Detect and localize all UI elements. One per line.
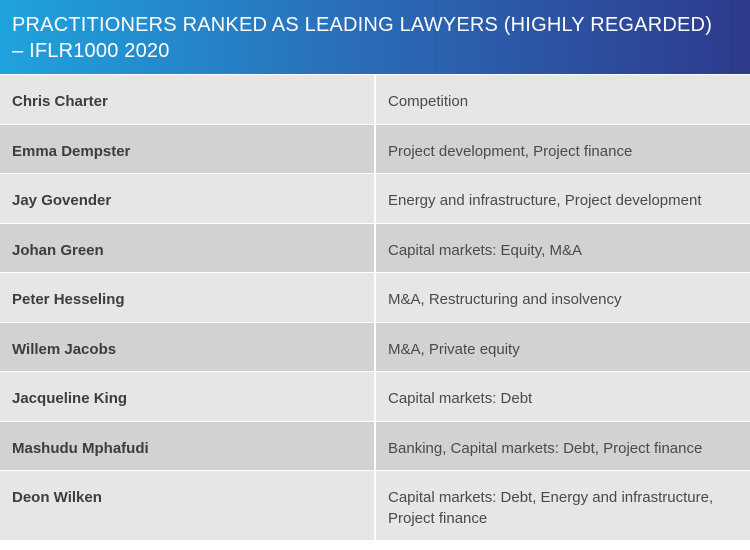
lawyer-name: Chris Charter: [0, 75, 374, 124]
practice-areas: Project development, Project finance: [376, 124, 750, 173]
practice-areas: Banking, Capital markets: Debt, Project …: [376, 421, 750, 470]
table-header: PRACTITIONERS RANKED AS LEADING LAWYERS …: [0, 0, 750, 74]
practice-areas: M&A, Private equity: [376, 322, 750, 371]
table-row: Willem Jacobs M&A, Private equity: [0, 321, 750, 371]
table-row: Jay Govender Energy and infrastructure, …: [0, 173, 750, 223]
lawyer-name: Willem Jacobs: [0, 322, 374, 371]
table-row: Chris Charter Competition: [0, 74, 750, 124]
table-row: Peter Hesseling M&A, Restructuring and i…: [0, 272, 750, 322]
lawyer-name: Jay Govender: [0, 174, 374, 223]
practice-areas: Competition: [376, 75, 750, 124]
practice-areas: Energy and infrastructure, Project devel…: [376, 174, 750, 223]
practice-areas: M&A, Restructuring and insolvency: [376, 273, 750, 322]
table-row: Johan Green Capital markets: Equity, M&A: [0, 222, 750, 272]
practice-areas: Capital markets: Debt: [376, 372, 750, 421]
table-title-line-2: – IFLR1000 2020: [12, 40, 170, 62]
table-row: Jacqueline King Capital markets: Debt: [0, 371, 750, 421]
lawyer-name: Mashudu Mphafudi: [0, 421, 374, 470]
lawyer-name: Emma Dempster: [0, 124, 374, 173]
table-row: Deon Wilken Capital markets: Debt, Energ…: [0, 470, 750, 540]
table-row: Emma Dempster Project development, Proje…: [0, 123, 750, 173]
lawyer-name: Peter Hesseling: [0, 273, 374, 322]
table-title-line-1: PRACTITIONERS RANKED AS LEADING LAWYERS …: [12, 14, 713, 36]
practice-areas-line-2: Project finance: [388, 510, 488, 527]
practice-areas: Capital markets: Equity, M&A: [376, 223, 750, 272]
lawyer-name: Jacqueline King: [0, 372, 374, 421]
practice-areas-line-1: Capital markets: Debt, Energy and infras…: [388, 489, 714, 506]
practice-areas: Capital markets: Debt, Energy and infras…: [376, 471, 750, 540]
lawyer-name: Deon Wilken: [0, 471, 374, 540]
table-body: Chris Charter Competition Emma Dempster …: [0, 74, 750, 540]
lawyer-name: Johan Green: [0, 223, 374, 272]
table-row: Mashudu Mphafudi Banking, Capital market…: [0, 420, 750, 470]
